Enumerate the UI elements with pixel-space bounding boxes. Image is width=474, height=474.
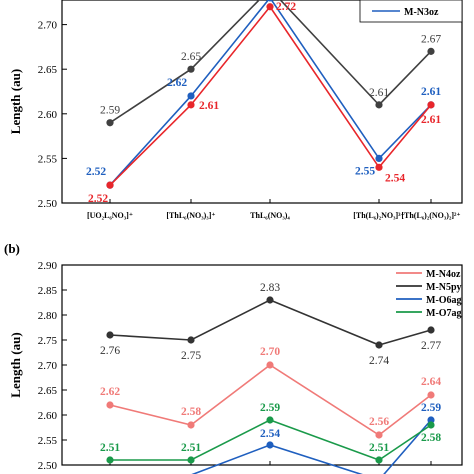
data-point [375,163,383,171]
series-line [109,0,432,186]
data-point [375,456,383,464]
data-label: 2.76 [100,345,120,357]
data-label: 2.52 [88,193,108,205]
data-point [187,456,195,464]
data-label: 2.65 [181,51,201,63]
data-point [187,421,195,429]
data-point [375,341,383,349]
data-point [187,92,195,100]
data-point [375,154,383,162]
data-label: 2.56 [369,416,389,428]
y-tick-label: 2.85 [38,285,58,297]
y-tick-label: 2.55 [38,435,58,447]
data-label: 2.54 [385,172,405,184]
y-tick-label: 2.90 [38,260,58,272]
data-point [427,47,435,55]
data-point [375,431,383,439]
y-axis-label: Length (au) [8,332,23,397]
data-label: 2.74 [369,355,389,367]
data-label: 2.77 [421,340,441,352]
legend-box [359,0,463,23]
y-tick-label: 2.80 [38,310,58,322]
panel-label: (b) [4,241,20,256]
data-label: 2.61 [421,86,441,98]
data-label: 2.61 [369,87,389,99]
data-point [427,416,435,424]
data-point [267,0,273,2]
legend-label: M-O7ag [426,308,462,319]
data-label: 2.51 [100,442,120,454]
y-tick-label: 2.55 [38,153,58,165]
data-point [427,421,435,429]
data-label: 2.62 [100,386,120,398]
y-tick-label: 2.70 [38,360,58,372]
y-tick-label: 2.75 [38,335,58,347]
plot-area [61,0,463,204]
data-label: 2.52 [86,166,106,178]
data-point [266,361,274,369]
legend-label: M-N5py [426,282,462,293]
data-label: 2.70 [260,346,280,358]
data-label: 2.61 [199,100,219,112]
data-label: 2.75 [181,350,201,362]
data-point [266,3,274,11]
data-point [427,391,435,399]
data-label: 2.59 [260,402,280,414]
data-label: 2.58 [181,406,201,418]
x-tick-label: [Th(L₆)₂(NO₃)₂]²⁺ [401,211,460,220]
data-point [106,119,114,127]
data-label: 2.51 [369,442,389,454]
data-label: 2.83 [260,282,280,294]
x-tick-label: [UO₂L₆NO₃]⁺ [87,211,133,220]
data-point [187,101,195,109]
series-line [109,299,432,346]
data-label: 2.59 [100,105,120,117]
y-tick-label: 2.65 [38,385,58,397]
data-point [266,416,274,424]
y-tick-label: 2.60 [38,109,58,121]
data-point [266,441,274,449]
y-tick-label: 2.60 [38,410,58,422]
y-tick-label: 2.65 [38,64,58,76]
data-point [266,296,274,304]
data-point [375,101,383,109]
y-tick-label: 2.50 [38,198,58,210]
legend-label: M-N3oz [404,7,439,18]
data-point [187,65,195,73]
legend-label: M-O6ag [426,295,462,306]
data-label: 2.59 [421,402,441,414]
legend-label: M-N4oz [426,269,461,280]
data-point [187,336,195,344]
data-label: 2.58 [421,432,441,444]
data-label: 2.51 [181,442,201,454]
series-line [109,0,432,124]
data-label: 2.62 [167,77,187,89]
data-point [106,456,114,464]
data-label: 2.67 [421,33,441,45]
data-label: 2.61 [421,114,441,126]
data-point [106,181,114,189]
data-point [427,326,435,334]
data-label: 2.72 [276,1,296,13]
data-label: 2.64 [421,376,441,388]
y-axis-label: Length (au) [8,69,23,134]
data-point [427,101,435,109]
x-tick-label: ThL₆(NO₃)₄ [250,211,290,220]
y-tick-label: 2.50 [38,460,58,472]
data-label: 2.55 [355,165,375,177]
y-tick-label: 2.70 [38,20,58,32]
data-point [106,331,114,339]
x-tick-label: [ThL₆(NO₃)₃]⁺ [166,211,215,220]
x-tick-label: [Th(L₆)₂NO₃]³⁺ [353,211,405,220]
data-point [106,401,114,409]
data-label: 2.54 [260,428,280,440]
